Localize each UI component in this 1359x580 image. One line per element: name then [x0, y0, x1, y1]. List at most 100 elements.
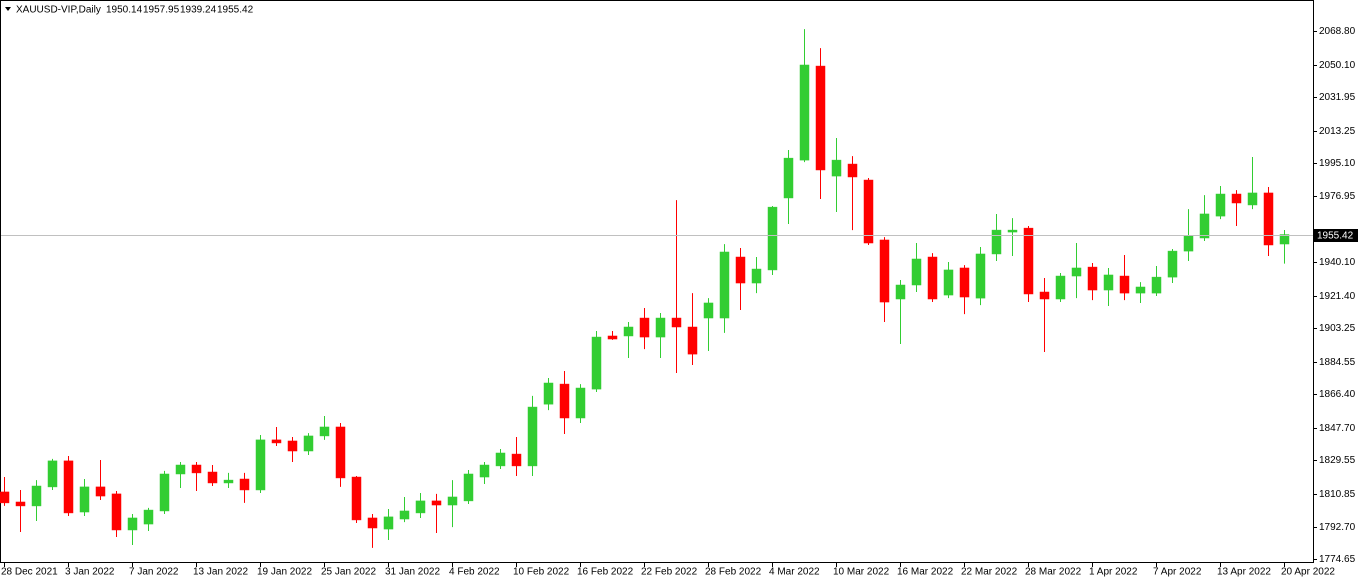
y-tick-label: 2068.80: [1319, 26, 1356, 37]
x-tick-label: 28 Dec 2021: [1, 567, 58, 578]
x-tick-label: 28 Mar 2022: [1025, 567, 1082, 578]
candle-body: [495, 452, 506, 467]
x-tick-label: 1 Apr 2022: [1089, 567, 1138, 578]
y-tick-label: 1847.70: [1319, 423, 1356, 434]
candle-body: [1119, 275, 1130, 294]
candle-body: [607, 335, 618, 340]
x-tick-label: 20 Apr 2022: [1281, 567, 1335, 578]
y-tick-label: 1940.10: [1319, 257, 1356, 268]
candle-body: [1167, 250, 1178, 278]
x-tick-label: 13 Jan 2022: [193, 567, 248, 578]
candle-body: [63, 460, 74, 514]
candle-body: [159, 473, 170, 512]
candle-body: [303, 435, 314, 452]
candle-body: [815, 65, 826, 171]
candle-body: [0, 491, 10, 504]
candle-body: [927, 256, 938, 300]
candle-body: [847, 163, 858, 178]
candle-body: [415, 500, 426, 514]
candle-body: [527, 406, 538, 467]
candle-body: [1151, 276, 1162, 294]
y-tick-label: 1774.65: [1319, 554, 1356, 565]
candle-body: [735, 256, 746, 284]
candle-body: [863, 179, 874, 244]
candle-body: [879, 239, 890, 303]
header-high: 1957.95: [143, 5, 180, 16]
candle-body: [335, 426, 346, 479]
candle-body: [447, 496, 458, 506]
x-tick-label: 22 Feb 2022: [641, 567, 698, 578]
candle-body: [1199, 213, 1210, 239]
candle-body: [911, 258, 922, 286]
candle-body: [687, 326, 698, 355]
x-tick-label: 10 Feb 2022: [513, 567, 570, 578]
x-tick-label: 22 Mar 2022: [961, 567, 1018, 578]
candle-body: [655, 317, 666, 338]
x-tick-label: 4 Feb 2022: [449, 567, 500, 578]
candle-body: [1087, 266, 1098, 291]
candle-body: [255, 439, 266, 491]
candle-body: [239, 478, 250, 491]
x-tick-label: 13 Apr 2022: [1217, 567, 1271, 578]
candle-body: [703, 302, 714, 319]
x-tick-label: 4 Mar 2022: [769, 567, 820, 578]
candle-body: [111, 493, 122, 531]
x-tick-label: 10 Mar 2022: [833, 567, 890, 578]
candle-body: [383, 516, 394, 530]
candle-body: [47, 460, 58, 488]
candle-body: [31, 485, 42, 507]
candle-body: [15, 501, 26, 507]
candle-body: [975, 253, 986, 299]
candle-body: [1023, 227, 1034, 295]
candle-body: [1103, 274, 1114, 291]
candle-body: [287, 440, 298, 452]
candle-body: [367, 517, 378, 529]
candle-body: [95, 486, 106, 497]
candle-body: [463, 473, 474, 502]
x-tick-label: 7 Jan 2022: [129, 567, 179, 578]
y-tick-label: 1866.40: [1319, 389, 1356, 400]
candle-body: [79, 486, 90, 513]
candle-body: [175, 464, 186, 475]
candle-body: [751, 268, 762, 284]
x-tick-label: 16 Mar 2022: [897, 567, 954, 578]
x-tick-label: 19 Jan 2022: [257, 567, 312, 578]
y-tick-label: 1810.85: [1319, 489, 1356, 500]
candle-body: [1071, 267, 1082, 277]
y-tick-label: 1976.95: [1319, 191, 1356, 202]
candle-body: [799, 64, 810, 161]
candle-body: [639, 317, 650, 338]
header-close: 1955.42: [217, 5, 254, 16]
candle-body: [591, 336, 602, 390]
candle-body: [671, 317, 682, 328]
candle-body: [431, 500, 442, 506]
y-tick-label: 2031.95: [1319, 92, 1356, 103]
candle-body: [479, 464, 490, 478]
candle-body: [1055, 275, 1066, 300]
candle-body: [1279, 234, 1290, 245]
y-tick-label: 1884.55: [1319, 357, 1356, 368]
header-arrow: [5, 7, 11, 11]
candle-body: [511, 453, 522, 467]
plot-frame: [0, 0, 1314, 563]
x-tick-label: 7 Apr 2022: [1153, 567, 1202, 578]
candle-body: [1263, 192, 1274, 246]
current-price-label: 1955.42: [1317, 231, 1354, 242]
candle-body: [1215, 193, 1226, 217]
candle-body: [127, 517, 138, 531]
header-low: 1939.24: [180, 5, 217, 16]
candle-body: [1231, 193, 1242, 204]
candle-body: [1007, 229, 1018, 233]
candle-body: [223, 479, 234, 484]
candle-body: [943, 269, 954, 296]
x-tick-label: 3 Jan 2022: [65, 567, 115, 578]
y-tick-label: 1921.40: [1319, 291, 1356, 302]
candle-body: [1183, 235, 1194, 252]
candle-body: [1247, 192, 1258, 206]
y-tick-label: 1903.25: [1319, 323, 1356, 334]
candle-body: [991, 229, 1002, 255]
x-tick-label: 25 Jan 2022: [321, 567, 376, 578]
candle-body: [623, 326, 634, 337]
candle-body: [319, 426, 330, 437]
